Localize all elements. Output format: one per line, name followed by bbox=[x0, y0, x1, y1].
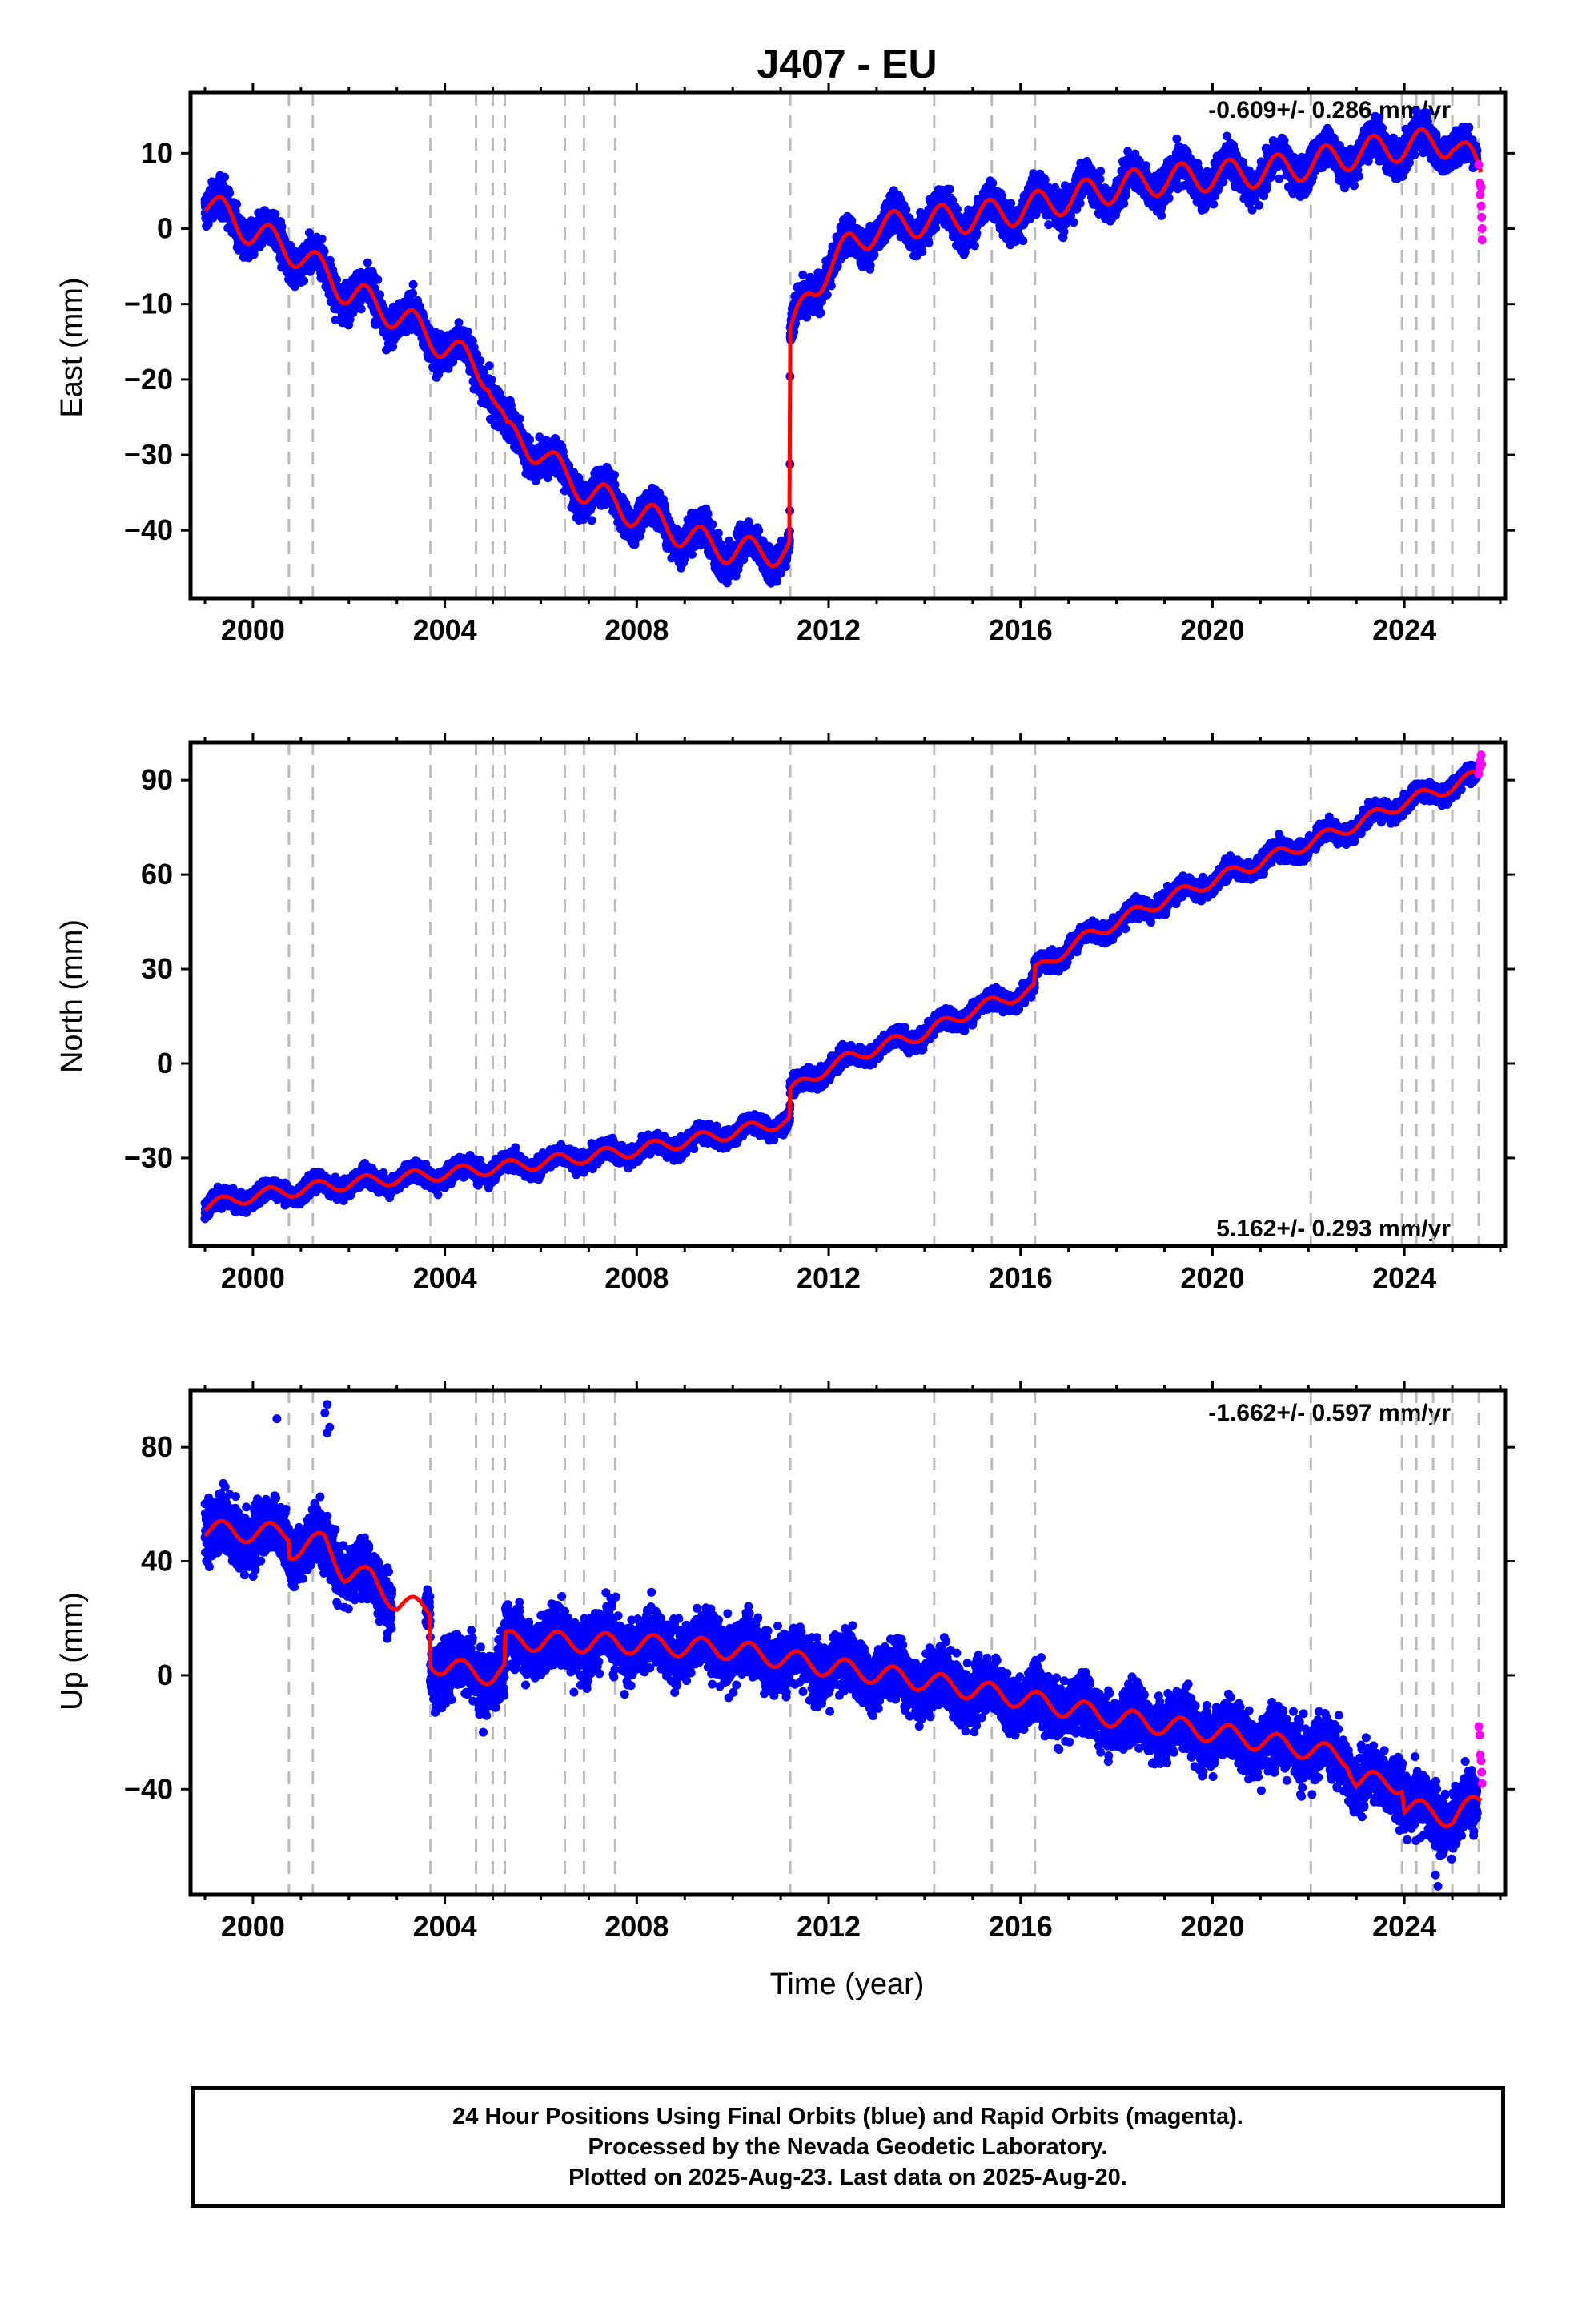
data-point bbox=[203, 219, 213, 229]
data-point bbox=[436, 329, 445, 339]
data-point bbox=[373, 275, 383, 284]
data-point bbox=[408, 279, 418, 289]
data-point bbox=[388, 342, 398, 352]
data-point bbox=[319, 247, 329, 256]
east-rate-label: -0.609+/- 0.286 mm/yr bbox=[1208, 97, 1451, 123]
data-point bbox=[525, 435, 535, 444]
data-point bbox=[708, 520, 717, 529]
data-point bbox=[687, 549, 697, 559]
data-point bbox=[480, 368, 489, 377]
data-point bbox=[363, 258, 372, 267]
data-point bbox=[484, 361, 494, 371]
plot-area bbox=[200, 93, 1487, 598]
data-point bbox=[408, 288, 417, 298]
data-point bbox=[587, 516, 596, 525]
data-point bbox=[225, 188, 235, 198]
data-point bbox=[816, 308, 825, 317]
data-point bbox=[317, 234, 327, 243]
data-point bbox=[468, 336, 477, 346]
data-point bbox=[463, 327, 472, 336]
data-point bbox=[486, 414, 495, 424]
data-point bbox=[271, 209, 280, 219]
data-point bbox=[299, 276, 308, 286]
data-point bbox=[454, 318, 464, 328]
data-point bbox=[826, 281, 836, 291]
data-point bbox=[476, 356, 485, 365]
east-ylabel: East (mm) bbox=[55, 277, 89, 417]
data-point bbox=[356, 304, 366, 314]
data-point bbox=[375, 290, 384, 300]
chart-title: J407 - EU bbox=[757, 42, 937, 86]
data-point bbox=[609, 470, 619, 480]
data-point bbox=[220, 172, 230, 182]
data-point bbox=[515, 414, 524, 424]
east-panel: East (mm) -0.609+/- 0.286 mm/yr 2000 2004… bbox=[55, 83, 1515, 646]
data-point bbox=[277, 222, 287, 231]
data-point bbox=[754, 525, 764, 535]
data-point bbox=[487, 375, 496, 384]
data-point bbox=[713, 529, 723, 538]
data-point bbox=[232, 199, 241, 209]
data-point bbox=[469, 343, 479, 352]
data-point bbox=[822, 290, 832, 300]
data-point bbox=[332, 275, 341, 284]
data-point bbox=[331, 316, 340, 325]
